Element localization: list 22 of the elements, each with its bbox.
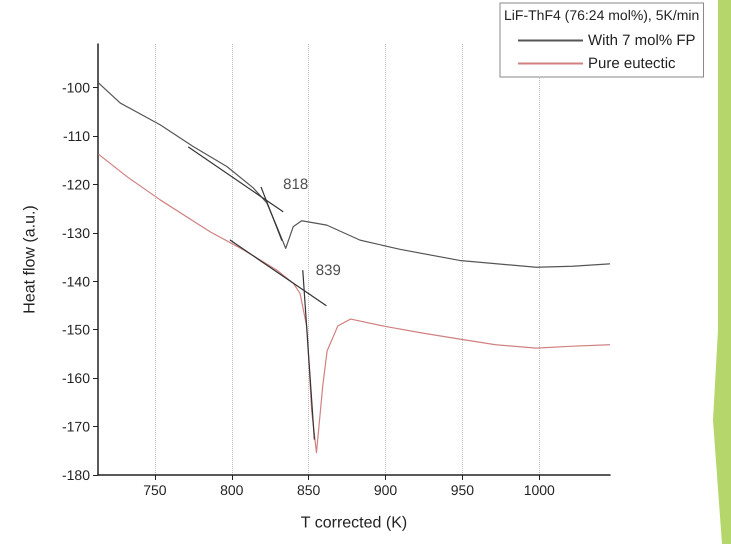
y-tick-label: -160 [62,370,90,386]
legend-label: Pure eutectic [588,55,676,72]
x-tick-label: 750 [143,482,167,498]
x-tick-label: 850 [296,482,321,498]
annotation: 818 [283,176,308,193]
y-tick-label: -140 [62,273,90,290]
y-tick-label: -130 [62,224,90,241]
legend-label: With 7 mol% FP [588,32,696,49]
x-tick-label: 950 [450,482,474,498]
y-tick-label: -110 [63,128,90,144]
y-tick-label: -180 [62,467,90,483]
x-axis-title: T corrected (K) [300,514,408,532]
y-axis-title: Heat flow (a.u.) [22,205,38,314]
x-tick-label: 900 [374,482,398,498]
y-tick-label: -170 [62,418,90,435]
y-tick-label: -120 [62,176,90,192]
y-tick-label: -100 [62,80,90,96]
legend-title: LiF-ThF4 (76:24 mol%), 5K/min [504,7,700,23]
x-tick-label: 1000 [524,482,556,498]
annotation: 839 [316,262,341,280]
y-tick-label: -150 [62,322,90,338]
x-tick-label: 800 [220,482,244,498]
